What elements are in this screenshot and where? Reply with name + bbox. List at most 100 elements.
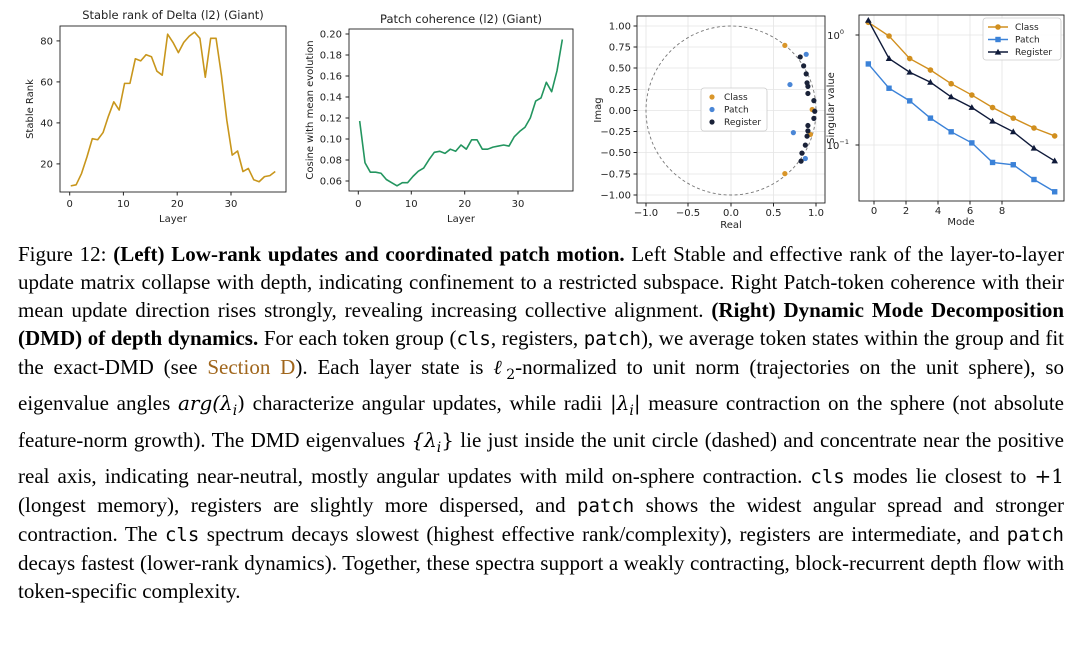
patch-singular-point [1010, 162, 1016, 168]
panel2-ylabel: Cosine with mean evolution [305, 40, 316, 179]
patch-singular-point [969, 140, 975, 146]
panel1-xtick: 30 [225, 199, 238, 210]
register-eigenvalue-point [802, 142, 808, 148]
panel4-ytick-major: 100 [827, 28, 844, 42]
caption-text: measure contraction on the sphere (not a… [18, 391, 1064, 452]
math-sub: i [232, 403, 238, 420]
panel3-xtick: 0.5 [766, 208, 782, 219]
panel4-xtick: 0 [871, 206, 877, 217]
panel-patch-coherence: Patch coherence (l2) (Giant) 0 10 20 30 … [305, 12, 574, 225]
panel3-xticks: −1.0 −0.5 0.0 0.5 1.0 [634, 203, 824, 219]
math-plus-one: +1 [1034, 463, 1064, 488]
caption-text: , registers, [490, 326, 584, 351]
panel2-ytick: 0.20 [320, 30, 342, 41]
legend-patch-marker [995, 36, 1001, 43]
register-eigenvalue-point [798, 158, 804, 164]
panel3-xtick: −1.0 [634, 208, 658, 219]
code-patch: patch [577, 494, 635, 517]
caption-text: shows the widest angular spread and stro… [18, 492, 1065, 546]
panel4-grid [859, 15, 1064, 201]
legend-register-marker [994, 48, 1002, 55]
register-singular-point [1051, 157, 1058, 164]
panel3-ytick: 1.00 [609, 22, 631, 33]
legend-class-marker [709, 94, 715, 100]
panel3-legend: Class Patch Register [700, 87, 768, 132]
patch-singular-point [865, 61, 872, 67]
panel3-ytick: 0.50 [609, 64, 631, 75]
class-eigenvalue-point [782, 42, 788, 48]
section-d-link[interactable]: Section D [207, 355, 296, 380]
patch-singular-point [886, 85, 892, 91]
panel2-frame [348, 28, 574, 192]
patch-singular-point [1031, 176, 1037, 183]
caption-text: -normalized to unit norm (trajectories o… [18, 355, 1064, 416]
math-abs-open: |λ [609, 391, 630, 416]
patch-eigenvalue-point [787, 81, 793, 88]
caption-label: Figure 12: [18, 242, 107, 266]
panel2-ytick: 0.16 [320, 72, 342, 83]
math-arg-open: arg(λ [177, 391, 233, 416]
panel4-xticks: 0 2 4 6 8 [871, 201, 1005, 217]
register-singular-point [885, 55, 893, 61]
panel2-xtick: 0 [355, 199, 361, 210]
panel1-ytick: 60 [40, 78, 53, 89]
class-singular-point [1010, 115, 1017, 121]
class-singular-point [948, 80, 954, 87]
class-eigenvalue-point [782, 171, 788, 177]
panel4-xtick: 8 [999, 206, 1005, 217]
register-eigenvalue-point [811, 115, 817, 121]
math-sub: i [629, 403, 634, 420]
panel4-ytick-minor: 10−1 [827, 138, 849, 152]
caption-right-heading: (Right) Dynamic Mode Decomposition (DMD)… [18, 298, 1065, 351]
class-singular-point [927, 67, 934, 73]
panel3-ytick: 0.25 [609, 85, 631, 96]
panel2-yticks: 0.06 0.08 0.10 0.12 0.14 0.16 0.18 0.20 [320, 30, 349, 188]
class-singular-point [969, 92, 975, 98]
legend-patch-label: Patch [724, 106, 749, 116]
panel1-ylabel: Stable Rank [25, 79, 36, 139]
panel3-series [782, 42, 818, 177]
legend-class-marker [995, 24, 1001, 30]
panel2-ytick: 0.08 [320, 156, 342, 167]
caption-text: Left Stable and effective rank of the la… [18, 242, 1064, 323]
panel3-ytick: 0.75 [609, 43, 631, 54]
caption-text: ), we average token states within the gr… [18, 326, 1064, 380]
panel3-xtick: 0.0 [723, 208, 739, 219]
panel3-ytick: −0.25 [600, 127, 631, 138]
caption-text: lie just inside the unit circle (dashed)… [18, 427, 1064, 488]
math-set-open: {λ [411, 427, 437, 452]
panel3-ytick: −1.00 [600, 191, 631, 202]
panel-stable-rank: Stable rank of Delta (l2) (Giant) 0 10 2… [25, 8, 287, 225]
math-set-close: } [441, 427, 454, 452]
panel4-xtick: 6 [967, 206, 973, 217]
panel3-ylabel: Imag [593, 97, 604, 122]
code-cls: cls [810, 465, 845, 488]
register-eigenvalue-point [803, 71, 809, 77]
panel3-xlabel: Real [720, 220, 742, 231]
panel4-legend: Class Patch Register [982, 17, 1062, 61]
class-singular-line [867, 21, 1055, 137]
panel1-ytick: 80 [40, 37, 53, 48]
panel1-xtick: 0 [67, 199, 73, 210]
panel-singular-values: 0 2 4 6 8 100 10−1 Mode Singular value C… [826, 14, 1065, 228]
panel4-yticks: 100 10−1 [827, 28, 859, 152]
patch-eigenvalue-point [802, 155, 808, 162]
panel2-xtick: 30 [512, 199, 525, 210]
code-patch: patch [583, 328, 641, 351]
code-cls: cls [164, 523, 200, 546]
class-singular-point [1051, 133, 1058, 139]
panel-dmd-eigenvalues: −1.0 −0.5 0.0 0.5 1.0 1.00 0.75 0.50 0.2… [593, 15, 826, 231]
panel3-xtick: −0.5 [676, 208, 700, 219]
math-arg-close: ) [237, 391, 246, 416]
figure-caption: Figure 12: (Left) Low-rank updates and c… [18, 240, 1064, 605]
patch-eigenvalue-point [803, 51, 809, 57]
code-cls: cls [456, 328, 491, 351]
panel2-ytick: 0.14 [320, 93, 342, 104]
panel1-frame [59, 25, 287, 193]
math-abs-close: | [633, 391, 641, 416]
register-singular-point [947, 93, 955, 100]
math-arg: arg(λi) [177, 391, 246, 419]
panel1-yticks: 20 40 60 80 [40, 37, 60, 171]
register-singular-point [927, 78, 934, 85]
code-patch: patch [1006, 523, 1064, 546]
